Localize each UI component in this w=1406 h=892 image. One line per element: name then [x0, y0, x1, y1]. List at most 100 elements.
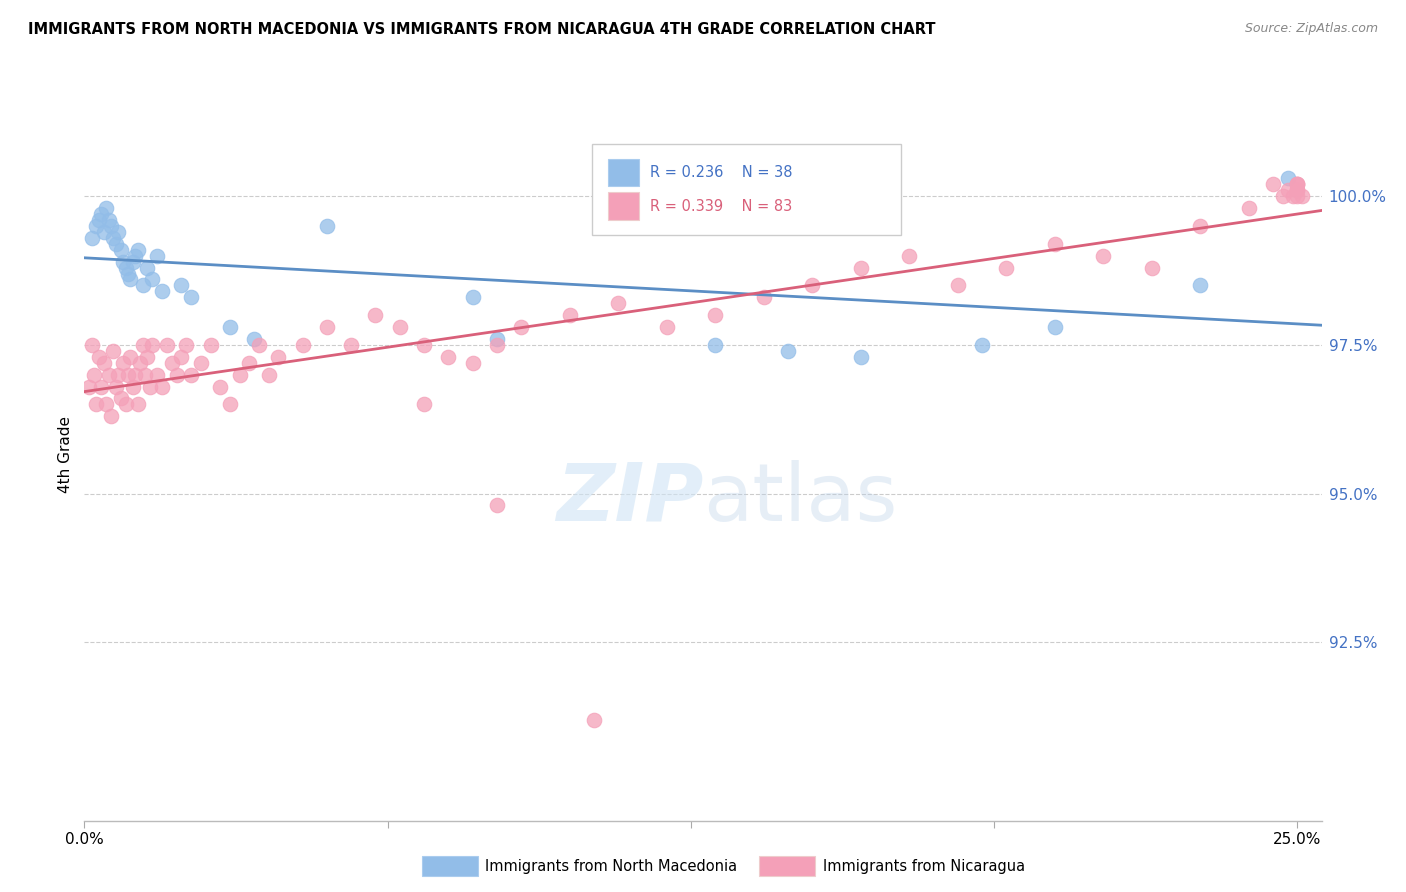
Point: [139, 379, 162, 393]
Point: [190, 356, 212, 370]
Point: [437, 350, 460, 364]
Text: atlas: atlas: [703, 459, 897, 538]
Text: Source: ZipAtlas.com: Source: ZipAtlas.com: [1244, 22, 1378, 36]
Point: [97, 368, 120, 382]
Point: [104, 236, 127, 251]
Point: [946, 278, 969, 293]
Point: [413, 338, 436, 352]
Point: [1189, 278, 1212, 293]
Point: [117, 267, 139, 281]
Point: [704, 308, 727, 322]
Point: [1277, 171, 1299, 186]
Point: [110, 392, 132, 406]
Point: [120, 350, 142, 364]
Point: [1291, 189, 1313, 203]
Point: [170, 278, 193, 293]
Point: [704, 338, 727, 352]
Point: [607, 296, 630, 310]
Point: [752, 290, 775, 304]
Text: Immigrants from Nicaragua: Immigrants from Nicaragua: [823, 859, 1025, 873]
Point: [90, 379, 112, 393]
Point: [96, 397, 118, 411]
Point: [1043, 236, 1066, 251]
Text: R = 0.339    N = 83: R = 0.339 N = 83: [650, 199, 792, 214]
Text: ZIP: ZIP: [555, 459, 703, 538]
Point: [1237, 201, 1260, 215]
Point: [100, 409, 122, 424]
Point: [267, 350, 290, 364]
Point: [655, 320, 678, 334]
Point: [1261, 178, 1284, 192]
Point: [257, 368, 280, 382]
Point: [150, 379, 173, 393]
Point: [104, 379, 127, 393]
Point: [122, 254, 145, 268]
Point: [200, 338, 222, 352]
Point: [93, 356, 115, 370]
Point: [510, 320, 533, 334]
Point: [238, 356, 260, 370]
Point: [243, 332, 266, 346]
Point: [1189, 219, 1212, 233]
Point: [107, 368, 129, 382]
Point: [170, 350, 193, 364]
Point: [160, 356, 183, 370]
Point: [127, 397, 149, 411]
Point: [1092, 249, 1115, 263]
Point: [80, 338, 103, 352]
Point: [776, 343, 799, 358]
Point: [340, 338, 363, 352]
Point: [849, 350, 872, 364]
Point: [87, 213, 110, 227]
Point: [1277, 183, 1299, 197]
Point: [97, 213, 120, 227]
FancyBboxPatch shape: [592, 144, 901, 235]
Point: [122, 379, 145, 393]
Point: [86, 219, 108, 233]
Point: [1286, 183, 1309, 197]
Point: [485, 332, 508, 346]
FancyBboxPatch shape: [607, 159, 638, 186]
Point: [1140, 260, 1163, 275]
Point: [107, 225, 129, 239]
Point: [117, 368, 139, 382]
Point: [114, 260, 136, 275]
Point: [180, 368, 202, 382]
Point: [898, 249, 921, 263]
Point: [136, 260, 159, 275]
Point: [141, 272, 163, 286]
Point: [131, 338, 153, 352]
Text: R = 0.236    N = 38: R = 0.236 N = 38: [650, 165, 793, 180]
Point: [103, 343, 125, 358]
Point: [86, 397, 108, 411]
Point: [146, 249, 169, 263]
Text: Immigrants from North Macedonia: Immigrants from North Macedonia: [485, 859, 737, 873]
Y-axis label: 4th Grade: 4th Grade: [58, 417, 73, 493]
Point: [150, 285, 173, 299]
Point: [124, 368, 146, 382]
Point: [316, 320, 339, 334]
Point: [90, 207, 112, 221]
Point: [124, 249, 146, 263]
Point: [110, 243, 132, 257]
Point: [209, 379, 232, 393]
Point: [103, 231, 125, 245]
Point: [1286, 178, 1309, 192]
Point: [77, 379, 100, 393]
Point: [228, 368, 250, 382]
Point: [1286, 189, 1309, 203]
Text: IMMIGRANTS FROM NORTH MACEDONIA VS IMMIGRANTS FROM NICARAGUA 4TH GRADE CORRELATI: IMMIGRANTS FROM NORTH MACEDONIA VS IMMIG…: [28, 22, 935, 37]
Point: [1043, 320, 1066, 334]
Point: [166, 368, 188, 382]
Point: [413, 397, 436, 411]
Point: [995, 260, 1018, 275]
Point: [558, 308, 581, 322]
Point: [146, 368, 169, 382]
FancyBboxPatch shape: [607, 193, 638, 220]
Point: [87, 350, 110, 364]
Point: [1286, 178, 1309, 192]
Point: [100, 219, 122, 233]
Point: [96, 201, 118, 215]
Point: [120, 272, 142, 286]
Point: [83, 368, 105, 382]
